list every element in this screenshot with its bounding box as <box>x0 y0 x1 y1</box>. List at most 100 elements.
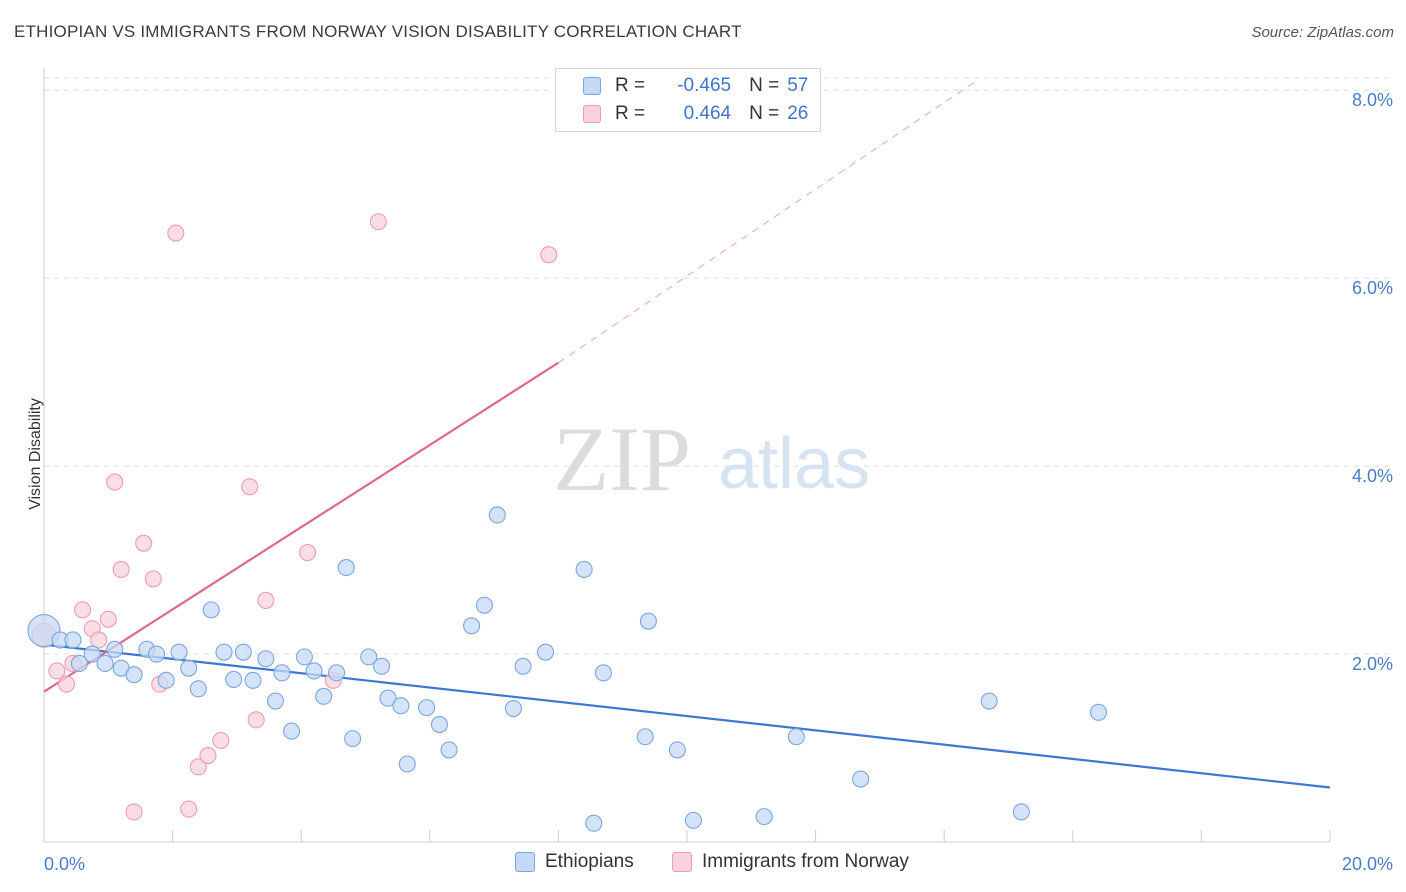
point-ethiopians <box>125 666 143 684</box>
point-ethiopians <box>96 654 114 672</box>
grid-lines <box>44 77 1392 655</box>
trend-line-norway <box>43 361 559 693</box>
point-ethiopians <box>360 648 378 666</box>
point-ethiopians <box>594 664 612 682</box>
point-norway <box>125 803 143 821</box>
point-ethiopians <box>668 741 686 759</box>
point-ethiopians <box>189 680 207 698</box>
point-norway <box>299 544 317 562</box>
x-tick-label: 20.0% <box>1342 854 1393 874</box>
tick-labels: 2.0% 4.0% 6.0% 8.0% 0.0% 20.0% <box>44 90 1393 874</box>
trend-line-ethiopians <box>43 643 1331 789</box>
point-ethiopians <box>283 722 301 740</box>
point-ethiopians <box>488 506 506 524</box>
r-label: R = <box>615 103 646 124</box>
point-norway <box>74 601 92 619</box>
point-norway <box>199 746 217 765</box>
point-norway <box>112 560 130 579</box>
r-label: R = <box>615 75 646 96</box>
point-ethiopians <box>684 811 702 829</box>
point-ethiopians <box>536 643 555 661</box>
point-ethiopians <box>463 617 481 635</box>
n-label: N = <box>749 75 780 96</box>
point-ethiopians <box>157 671 175 689</box>
point-norway <box>144 570 162 588</box>
trend-lines <box>43 80 1331 789</box>
point-ethiopians <box>379 689 397 707</box>
point-norway <box>247 711 265 729</box>
legend-swatch-pink <box>583 105 601 123</box>
point-ethiopians <box>344 730 362 748</box>
point-ethiopians <box>373 657 391 675</box>
source-label: Source: ZipAtlas.com <box>1251 24 1394 41</box>
correlation-legend: R = -0.465 N = 57 R = 0.464 N = 26 <box>555 68 821 132</box>
point-ethiopians <box>337 559 355 577</box>
point-ethiopians <box>70 654 88 672</box>
point-ethiopians <box>575 560 593 579</box>
point-ethiopians <box>418 699 436 717</box>
point-ethiopians <box>257 650 275 668</box>
point-norway <box>212 731 230 750</box>
legend-swatch-blue <box>583 77 601 95</box>
point-ethiopians <box>430 715 448 734</box>
point-ethiopians <box>225 670 243 688</box>
legend-label-ethiopians: Ethiopians <box>545 851 634 872</box>
legend-item-norway[interactable]: Immigrants from Norway <box>672 851 909 873</box>
y-tick-label: 8.0% <box>1352 90 1393 110</box>
chart-title: ETHIOPIAN VS IMMIGRANTS FROM NORWAY VISI… <box>14 22 742 41</box>
watermark: ZIP atlas <box>553 408 870 510</box>
y-tick-label: 2.0% <box>1352 654 1393 674</box>
point-ethiopians <box>106 640 124 658</box>
point-ethiopians <box>852 770 870 788</box>
y-tick-label: 4.0% <box>1352 466 1393 486</box>
point-ethiopians <box>83 645 101 663</box>
n-label: N = <box>749 103 780 124</box>
legend-label-norway: Immigrants from Norway <box>702 851 909 872</box>
legend-item-ethiopians[interactable]: Ethiopians <box>515 851 634 873</box>
point-norway <box>48 662 66 680</box>
point-ethiopians <box>639 612 657 630</box>
legend-swatch-ethiopians <box>515 852 535 872</box>
point-norway <box>540 246 558 264</box>
point-norway <box>135 534 153 552</box>
point-ethiopians <box>755 808 773 826</box>
n-value: 26 <box>787 103 809 124</box>
trend-line-norway-extension <box>558 80 977 364</box>
point-ethiopians <box>202 601 220 619</box>
point-ethiopians <box>585 814 603 832</box>
point-ethiopians <box>215 643 233 661</box>
point-ethiopians <box>295 648 313 666</box>
point-ethiopians <box>180 659 198 677</box>
point-ethiopians <box>147 645 166 663</box>
point-ethiopians <box>392 697 410 715</box>
point-norway <box>369 213 387 231</box>
point-ethiopians <box>475 596 494 614</box>
watermark-atlas: atlas <box>718 424 870 504</box>
point-norway <box>241 478 259 496</box>
point-ethiopians <box>234 643 252 661</box>
point-norway <box>189 758 207 776</box>
point-norway <box>90 631 108 649</box>
point-ethiopians <box>440 741 458 759</box>
y-tick-label: 6.0% <box>1352 278 1393 298</box>
x-tick-label: 0.0% <box>44 854 85 874</box>
r-value: 0.464 <box>683 103 732 124</box>
r-value: -0.465 <box>677 75 732 96</box>
point-ethiopians <box>980 692 998 710</box>
point-norway <box>167 224 185 242</box>
point-ethiopians <box>398 755 416 773</box>
legend-row-norway: R = 0.464 N = 26 <box>556 101 808 127</box>
axes <box>43 68 1331 843</box>
point-ethiopians <box>328 664 346 682</box>
watermark-zip: ZIP <box>553 408 691 510</box>
data-points <box>27 213 1108 832</box>
point-ethiopians <box>504 700 522 718</box>
point-norway <box>57 675 76 693</box>
point-ethiopians <box>273 664 291 682</box>
point-ethiopians <box>1012 803 1030 821</box>
point-ethiopians <box>315 687 333 705</box>
point-ethiopians <box>787 728 805 746</box>
point-ethiopians <box>514 657 532 675</box>
legend-row-ethiopians: R = -0.465 N = 57 <box>556 73 808 99</box>
